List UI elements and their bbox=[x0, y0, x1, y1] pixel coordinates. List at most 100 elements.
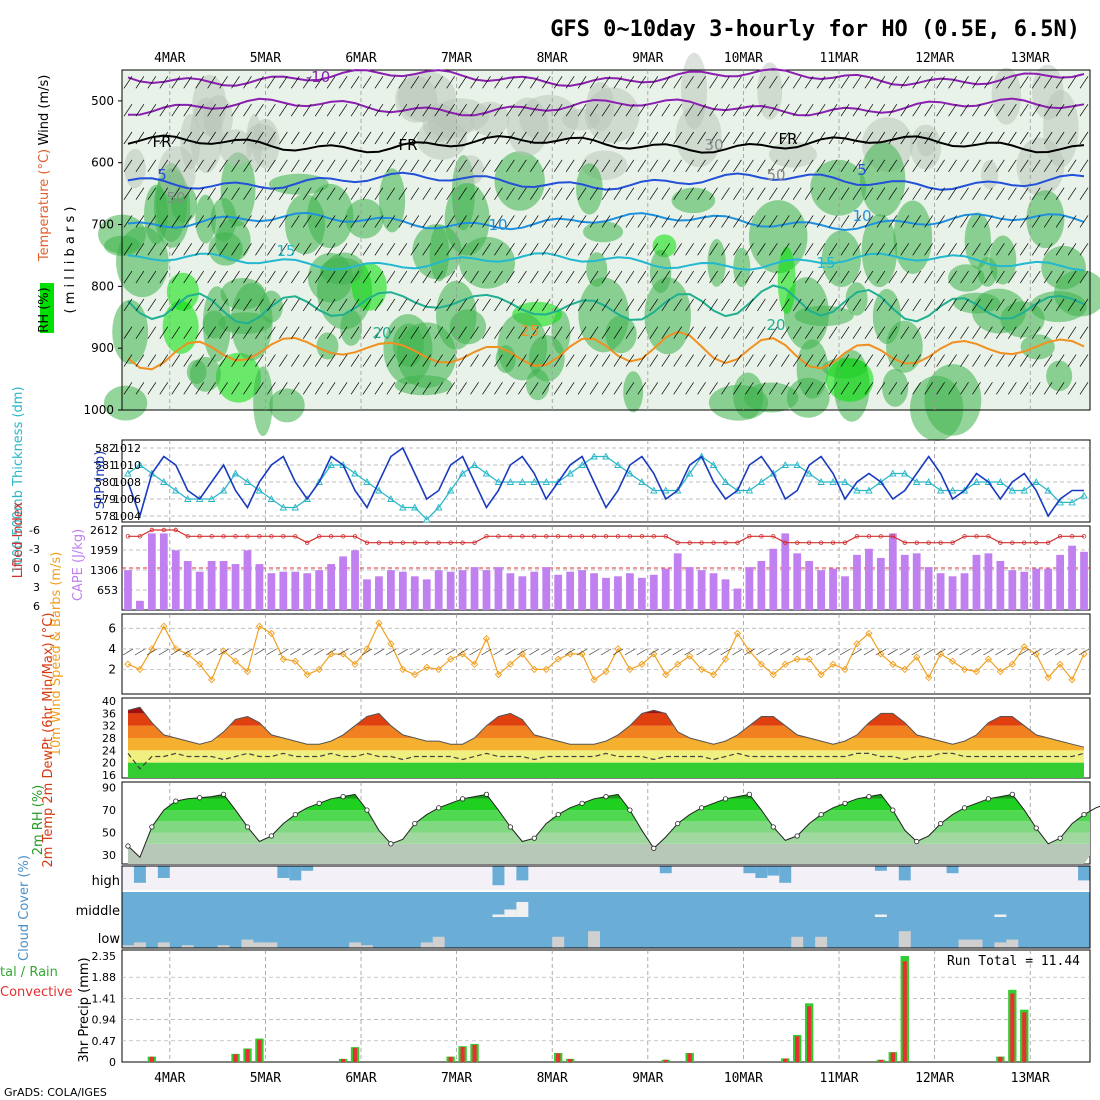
wind-barb bbox=[326, 187, 336, 200]
wind-barb bbox=[613, 187, 623, 200]
wind-barb bbox=[482, 131, 491, 145]
wind-barb bbox=[709, 159, 718, 173]
li-tick-label: 0 bbox=[33, 562, 40, 575]
rh-point bbox=[938, 820, 944, 827]
wind-barb bbox=[769, 243, 778, 256]
wind-barb bbox=[696, 648, 707, 656]
wind-barb bbox=[613, 382, 623, 395]
wind-barb bbox=[279, 159, 288, 173]
wind-barb bbox=[876, 298, 886, 312]
top-date-label: 8MAR bbox=[537, 51, 568, 66]
wind-barb bbox=[290, 159, 300, 173]
wind-barb bbox=[374, 187, 384, 200]
wind-barb bbox=[183, 270, 193, 284]
wind-barb bbox=[255, 326, 264, 339]
wind-barb bbox=[302, 382, 312, 395]
wind-barb bbox=[899, 648, 910, 656]
wind-barb bbox=[195, 103, 204, 117]
wind-barb bbox=[422, 215, 432, 228]
wind-barb bbox=[398, 354, 408, 367]
wind-barb bbox=[482, 215, 491, 228]
wind-barb bbox=[147, 298, 157, 312]
wind-barb bbox=[338, 215, 348, 228]
wind-barb bbox=[804, 298, 814, 312]
wind-barb bbox=[207, 76, 216, 89]
wind-barb bbox=[553, 103, 563, 117]
precip-convective-bar bbox=[902, 961, 907, 1062]
wind-barb bbox=[1043, 354, 1053, 367]
cape-bar bbox=[207, 560, 216, 610]
wind-barb bbox=[374, 326, 384, 339]
wind-barb bbox=[828, 187, 838, 200]
wind-barb bbox=[397, 648, 409, 656]
wind-barb bbox=[769, 76, 778, 89]
isotherm-line bbox=[127, 252, 1085, 272]
wind-barb bbox=[219, 382, 228, 395]
thickness-point bbox=[530, 478, 539, 485]
wind-barb bbox=[183, 131, 193, 145]
wind-barb bbox=[374, 382, 384, 395]
wind-barb bbox=[673, 354, 682, 367]
wind-barb bbox=[1007, 648, 1018, 656]
wind-barb bbox=[183, 103, 193, 117]
wind-speed-point bbox=[447, 655, 455, 663]
thickness-point bbox=[494, 478, 503, 485]
wind-barb bbox=[972, 215, 981, 228]
thickness-point bbox=[817, 478, 825, 485]
wind-barb bbox=[482, 382, 491, 395]
wind-barb bbox=[959, 648, 970, 656]
wind-barb bbox=[685, 187, 694, 200]
li-point bbox=[257, 534, 262, 539]
wind-barb bbox=[984, 243, 993, 256]
wind-speed-point bbox=[960, 665, 969, 674]
wind-barb bbox=[661, 326, 671, 339]
wind-barb bbox=[936, 187, 945, 200]
wind-barb bbox=[745, 382, 754, 395]
wind-barb bbox=[541, 103, 551, 117]
wind-barb bbox=[135, 326, 145, 339]
wind-barb bbox=[445, 648, 456, 656]
wind-barb bbox=[1055, 103, 1065, 117]
low-cloud-bar bbox=[361, 945, 373, 948]
thickness-point bbox=[446, 486, 455, 494]
wind-barb bbox=[804, 215, 814, 228]
li-point bbox=[412, 540, 417, 545]
wind-barb bbox=[912, 103, 922, 117]
cape-tick-label: 653 bbox=[97, 584, 118, 597]
wind-barb bbox=[840, 76, 850, 89]
wind-barb bbox=[422, 76, 432, 89]
thickness-tick-label: 578 bbox=[95, 510, 116, 523]
rh-shading bbox=[861, 214, 898, 288]
wind-barb bbox=[721, 103, 730, 117]
wind-barb bbox=[458, 270, 467, 284]
wind-barb bbox=[625, 243, 635, 256]
wind-barb bbox=[816, 243, 826, 256]
wind-barb bbox=[697, 326, 706, 339]
wind-barb bbox=[434, 243, 443, 256]
wind-barb bbox=[410, 382, 420, 395]
wind-speed-point bbox=[590, 676, 598, 684]
rh-shading bbox=[671, 187, 716, 214]
rh-shading bbox=[470, 101, 510, 137]
rh-point bbox=[699, 805, 705, 811]
wind-barb bbox=[816, 326, 826, 339]
wind-barb bbox=[816, 103, 826, 117]
slp-tick-label: 1004 bbox=[113, 510, 141, 523]
wind-barb bbox=[123, 382, 133, 395]
rh-point bbox=[292, 811, 298, 818]
wind-barb bbox=[290, 326, 300, 339]
cape-bar bbox=[566, 571, 575, 610]
wind-barb bbox=[888, 298, 898, 312]
wind-barb bbox=[231, 76, 240, 89]
cape-bar bbox=[1008, 570, 1017, 610]
wind-barb bbox=[422, 354, 432, 367]
wind-speed-point bbox=[662, 670, 670, 679]
wind-barb bbox=[960, 76, 969, 89]
rh-point bbox=[149, 824, 155, 830]
wind-barb bbox=[984, 382, 993, 395]
rh-shading bbox=[644, 277, 691, 355]
wind-barb bbox=[231, 382, 240, 395]
low-cloud-bar bbox=[420, 942, 433, 948]
wind-barb bbox=[661, 243, 671, 256]
wind-barb bbox=[757, 326, 766, 339]
